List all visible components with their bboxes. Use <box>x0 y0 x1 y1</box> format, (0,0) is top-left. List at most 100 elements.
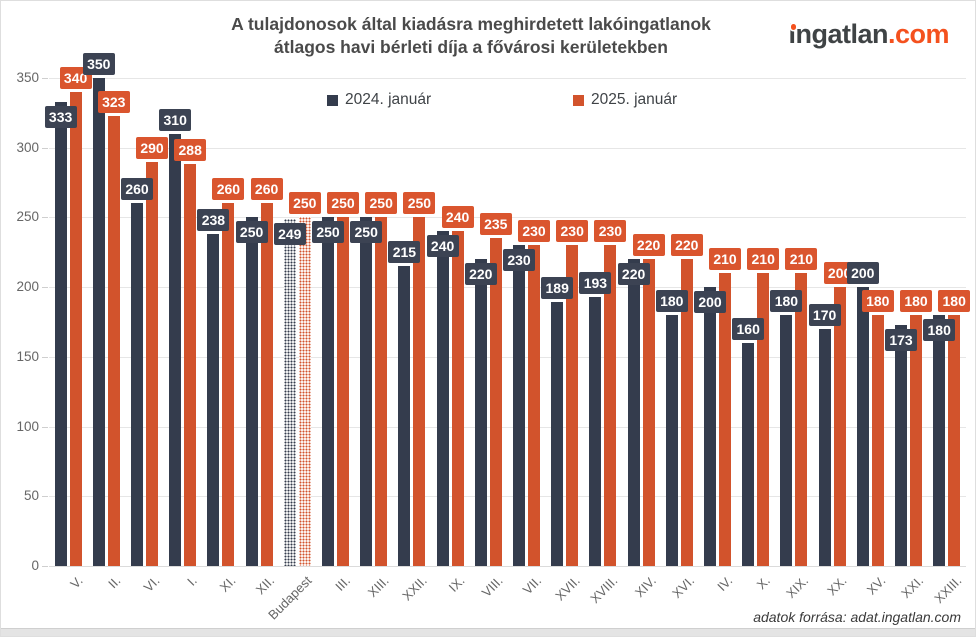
x-axis-label-II: II. <box>105 573 124 592</box>
bar-VIII-2025 <box>489 238 502 566</box>
bar-XVII-2024 <box>551 302 564 566</box>
ingatlan-logo[interactable]: ingatlan.com <box>788 19 949 50</box>
x-axis-label-XI: XI. <box>216 573 239 595</box>
data-label-X-2025: 210 <box>747 248 780 271</box>
x-axis-label-XVI: XVI. <box>668 573 697 601</box>
bar-XIII-2024 <box>360 217 373 566</box>
bar-XVIII-2025 <box>604 245 617 566</box>
bar-XVIII-2024 <box>589 296 602 566</box>
bar-XV-2025 <box>871 315 884 566</box>
bar-XXI-2025 <box>910 315 922 566</box>
gridline-150 <box>49 356 966 358</box>
bar-IX-2024 <box>436 231 449 566</box>
x-axis-label-XXIII: XXIII. <box>931 573 965 607</box>
x-axis-label-XVIII: XVIII. <box>587 573 621 607</box>
bar-III-2024 <box>322 217 334 566</box>
y-axis-label-150: 150 <box>16 348 39 364</box>
x-axis-label-VII: VII. <box>519 573 545 598</box>
data-label-VI-2025: 290 <box>136 136 168 159</box>
bar-V-2024 <box>54 101 67 566</box>
bar-III-2025 <box>337 217 349 566</box>
x-axis-label-XIII: XIII. <box>364 573 392 600</box>
bar-II-2025 <box>107 115 120 566</box>
data-label-XIX-2024: 180 <box>770 290 803 313</box>
data-label-XVIII-2025: 230 <box>594 220 627 243</box>
x-axis-label-VIII: VIII. <box>478 573 506 600</box>
data-label-XXI-2024: 173 <box>885 328 917 351</box>
data-label-III-2025: 250 <box>327 192 359 215</box>
logo-i-dot <box>790 24 797 30</box>
gridline-0 <box>49 566 966 567</box>
data-label-IV-2025: 210 <box>709 248 741 271</box>
data-label-XIV-2024: 220 <box>617 263 650 286</box>
bar-XXII-2024 <box>398 266 411 566</box>
x-axis-label-XXI: XXI. <box>898 573 927 601</box>
legend-swatch-2024 <box>327 94 338 106</box>
bar-VII-2024 <box>513 245 525 566</box>
data-label-III-2024: 250 <box>312 221 344 244</box>
legend-item-2025: 2025. január <box>573 90 677 110</box>
y-tick-mark-0 <box>42 566 48 567</box>
data-label-XXIII-2025: 180 <box>938 290 971 313</box>
bar-XII-2025 <box>260 203 273 566</box>
x-axis-label-X: X. <box>754 573 774 593</box>
data-label-XIII-2024: 250 <box>350 221 383 244</box>
data-label-XV-2025: 180 <box>861 290 894 313</box>
bar-XXIII-2025 <box>948 315 961 566</box>
data-label-VII-2024: 230 <box>503 249 535 272</box>
data-label-XIII-2025: 250 <box>365 192 398 215</box>
x-axis-label-IX: IX. <box>445 573 468 595</box>
data-label-Budapest-2025: 250 <box>288 192 321 215</box>
bar-XI-2025 <box>222 203 235 566</box>
data-label-I-2024: 310 <box>159 108 192 131</box>
bar-VII-2025 <box>528 245 540 566</box>
y-tick-mark-200 <box>42 287 48 289</box>
logo-brand-text: ingatlan <box>788 19 888 49</box>
y-axis-label-300: 300 <box>16 139 39 155</box>
gridline-100 <box>49 426 966 428</box>
data-label-XII-2025: 260 <box>250 178 283 201</box>
data-label-XXI-2025: 180 <box>900 290 932 313</box>
x-axis-label-XII: XII. <box>252 573 277 598</box>
bar-VI-2024 <box>131 203 143 566</box>
x-axis-label-XVII: XVII. <box>551 573 583 604</box>
bar-XIV-2025 <box>642 259 655 566</box>
bar-I-2025 <box>184 164 197 566</box>
data-label-I-2025: 288 <box>174 139 207 162</box>
x-axis-label-XIX: XIX. <box>783 573 812 601</box>
legend-item-2024: 2024. január <box>327 90 431 110</box>
data-label-XI-2025: 260 <box>212 178 245 201</box>
data-label-XXII-2024: 215 <box>388 241 421 264</box>
y-tick-mark-300 <box>42 147 48 149</box>
y-axis-label-350: 350 <box>16 70 39 85</box>
legend-swatch-2025 <box>573 94 584 106</box>
bar-XIX-2025 <box>795 273 808 566</box>
bar-XVII-2025 <box>566 245 579 566</box>
y-axis-label-200: 200 <box>16 279 39 295</box>
x-axis-label-XV: XV. <box>863 573 888 598</box>
y-axis-label-50: 50 <box>23 488 39 504</box>
data-label-XI-2024: 238 <box>197 209 230 232</box>
chart-title-line1: A tulajdonosok által kiadásra meghirdete… <box>231 14 711 34</box>
data-label-II-2024: 350 <box>82 53 115 75</box>
y-axis-label-100: 100 <box>16 418 39 434</box>
data-label-VIII-2024: 220 <box>464 263 497 286</box>
chart-title-line2: átlagos havi bérleti díja a fővárosi ker… <box>274 37 668 57</box>
data-label-XVI-2024: 180 <box>655 290 688 313</box>
y-tick-mark-50 <box>42 496 48 498</box>
data-label-V-2024: 333 <box>44 105 77 128</box>
gridline-200 <box>49 287 966 289</box>
bar-XVI-2024 <box>665 315 678 566</box>
gridline-50 <box>49 496 966 498</box>
bar-XIV-2024 <box>627 259 640 566</box>
y-tick-mark-250 <box>42 217 48 219</box>
data-label-IX-2025: 240 <box>441 206 474 229</box>
data-label-VI-2024: 260 <box>121 178 153 201</box>
data-label-IV-2024: 200 <box>694 291 726 314</box>
data-label-XIV-2025: 220 <box>632 234 665 257</box>
bar-XXII-2025 <box>413 217 426 566</box>
data-label-VIII-2025: 235 <box>479 213 512 236</box>
y-tick-mark-150 <box>42 356 48 358</box>
bar-IV-2024 <box>704 287 716 566</box>
